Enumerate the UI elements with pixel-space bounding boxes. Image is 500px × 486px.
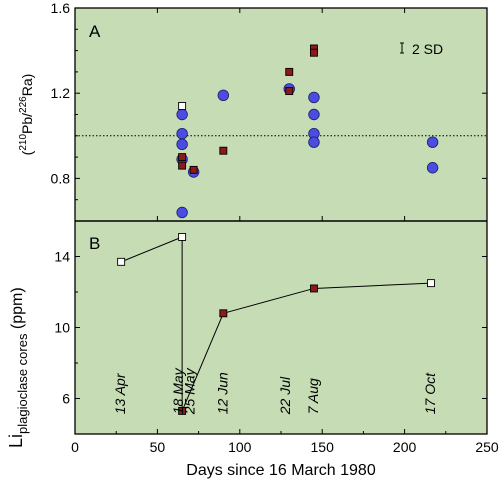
panel-a-filled-square-point: [285, 87, 294, 96]
ylabel-b-subscript: plagioclase cores: [15, 333, 30, 434]
panel-a-circle-point: [308, 136, 320, 148]
connection-line: [181, 313, 224, 412]
panel-a-circle-point: [217, 89, 230, 102]
x-tick-label: 200: [393, 439, 417, 455]
ylabel-a-end: Ra): [19, 74, 35, 97]
error-bar-label: 2 SD: [412, 41, 443, 57]
x-tick-label: 150: [311, 439, 335, 455]
ylabel-a-sup2: 226: [18, 96, 29, 113]
date-label: 7 Aug: [305, 378, 321, 414]
y-tick-label-panel-b: 14: [54, 249, 70, 265]
panel-a-circle-point: [176, 127, 188, 140]
panel-b-filled-square-point: [178, 406, 187, 415]
date-label: 18 May: [170, 367, 186, 414]
panel-a-y-axis-label: (210Pb/226Ra): [18, 74, 35, 156]
x-tick-label: 100: [228, 439, 252, 455]
panel-b-open-square-point: [178, 233, 187, 241]
panel-a-filled-square-point: [219, 146, 228, 155]
ylabel-b-unit: (ppm): [9, 287, 26, 333]
panel-a-circle-point: [308, 108, 320, 121]
date-label: 17 Oct: [422, 372, 438, 414]
error-bar-legend: 2 SD: [400, 41, 443, 57]
panel-a-filled-square-point: [189, 165, 198, 174]
y-tick-label-panel-a: 0.8: [51, 170, 71, 186]
y-tick-label-panel-a: 1.2: [51, 85, 71, 101]
panel-a-letter: A: [89, 22, 101, 41]
panel-a-open-square-point: [178, 102, 187, 110]
panel-a-filled-square-point: [178, 161, 187, 170]
x-axis-label: Days since 16 March 1980: [186, 462, 376, 479]
panel-a-filled-square-point: [178, 153, 187, 162]
panel-a-filled-square-point: [310, 48, 318, 57]
panel-b-connection-lines: [120, 236, 431, 412]
panel-a-circle-point: [308, 91, 320, 104]
panel-a-circle-point: [426, 162, 439, 174]
ylabel-b-main: Li: [6, 434, 26, 448]
date-label: 12 Jun: [214, 372, 230, 414]
data-markers: [117, 44, 439, 415]
x-tick-label: 0: [71, 439, 79, 455]
y-tick-label-panel-b: 6: [62, 391, 70, 407]
ylabel-a-open: (: [19, 150, 35, 155]
connection-line: [120, 236, 183, 263]
axis-ticks: 0 50 100 150 200 250 0.8 1.2 1.6 6 10 14: [51, 0, 499, 455]
y-tick-label-panel-a: 1.6: [51, 0, 71, 16]
date-label: 13 Apr: [112, 372, 128, 414]
ylabel-a-mid: Pb/: [19, 113, 35, 134]
y-tick-label-panel-b: 10: [54, 320, 70, 336]
panel-a-filled-square-point: [285, 67, 294, 76]
panel-b-y-axis-label: Liplagioclase cores (ppm): [6, 287, 30, 448]
panel-b-letter: B: [89, 234, 100, 253]
panel-a-circle-point: [176, 206, 188, 219]
connection-line: [223, 287, 315, 314]
panel-a-circle-point: [426, 136, 439, 148]
panel-b-filled-square-point: [219, 309, 228, 318]
x-tick-label: 250: [475, 439, 499, 455]
panel-b-filled-square-point: [310, 284, 318, 293]
date-label: 25 May: [181, 367, 197, 415]
panel-a-circle-point: [176, 138, 188, 151]
connection-line: [313, 282, 431, 289]
panel-a-circle-point: [176, 108, 188, 121]
panel-b-open-square-point: [117, 257, 126, 266]
x-tick-label: 50: [150, 439, 166, 455]
ylabel-a-sup1: 210: [18, 134, 29, 151]
panel-b-open-square-point: [427, 279, 435, 288]
date-label: 22 Jul: [277, 376, 293, 415]
